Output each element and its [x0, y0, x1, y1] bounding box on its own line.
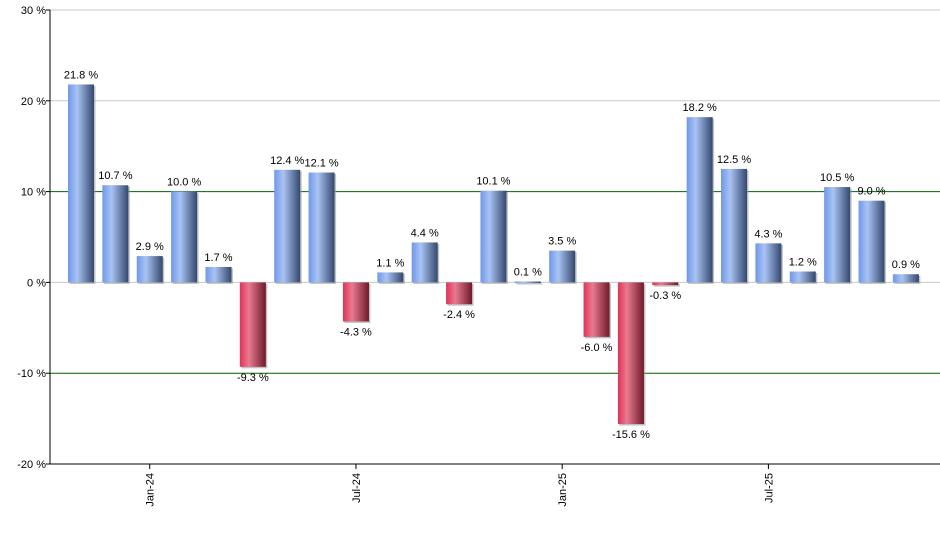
data-label: -9.3 %: [237, 372, 269, 384]
data-label: 0.9 %: [892, 259, 920, 271]
x-tick-label: Jan-25: [557, 473, 569, 507]
bar-Jun-25: [721, 168, 748, 283]
bar-Jan-24: [136, 256, 163, 283]
data-label: -15.6 %: [612, 429, 650, 441]
data-label: -6.0 %: [581, 342, 613, 354]
axes: 30 % 20 % 10 % 0 % -10 % -20 % Jan-24 Jul-24 Jan…: [17, 5, 940, 507]
data-label: 12.5 %: [717, 154, 751, 166]
y-tick-label: 10 %: [21, 187, 46, 199]
data-label: 4.3 %: [754, 228, 782, 240]
data-label: -4.3 %: [340, 326, 372, 338]
data-label: 1.7 %: [204, 252, 232, 264]
bar-shadow: [516, 282, 543, 285]
bar-Apr-24: [239, 282, 266, 367]
bar-Sep-25: [824, 187, 851, 283]
bar-shadow: [653, 283, 680, 287]
bar-Jul-25: [755, 243, 782, 283]
bar-Sep-24: [411, 242, 438, 283]
data-label: -2.4 %: [443, 309, 475, 321]
bar-May-25: [686, 117, 713, 283]
data-label: 12.4 %: [270, 155, 304, 167]
data-label: 21.8 %: [64, 69, 98, 81]
data-label: 2.9 %: [136, 241, 164, 253]
data-label: 9.0 %: [857, 186, 885, 198]
bar-Nov-23: [68, 84, 94, 283]
x-tick-label: Jul-25: [763, 473, 775, 503]
data-label: -0.3 %: [649, 290, 681, 302]
data-label: 10.7 %: [98, 170, 132, 182]
bar-Nov-24: [480, 190, 507, 283]
bar-Jan-25: [549, 250, 576, 283]
x-tick-label: Jul-24: [351, 473, 363, 503]
data-label: 1.1 %: [376, 257, 404, 269]
data-label: 10.0 %: [167, 177, 201, 189]
y-tick-label: 20 %: [21, 96, 46, 108]
data-label: 3.5 %: [548, 236, 576, 248]
data-label: 10.5 %: [820, 172, 854, 184]
data-label: 12.1 %: [304, 158, 338, 170]
bars: [68, 84, 921, 426]
y-tick-label: 0 %: [27, 277, 46, 289]
bar-Oct-24: [446, 282, 473, 305]
bar-Jun-24: [308, 172, 335, 283]
y-tick-label: 30 %: [21, 5, 46, 17]
bar-Feb-24: [171, 191, 198, 283]
bar-Aug-25: [789, 271, 816, 283]
data-label: 10.1 %: [476, 176, 510, 188]
bar-Feb-25: [583, 282, 610, 337]
y-tick-label: -10 %: [17, 368, 46, 380]
bar-Jul-24: [342, 282, 369, 322]
bar-Mar-24: [205, 266, 232, 283]
x-tick-label: Jan-24: [145, 473, 157, 507]
data-label: 4.4 %: [411, 227, 439, 239]
y-tick-label: -20 %: [17, 459, 46, 471]
bar-Mar-25: [617, 282, 644, 425]
bar-Dec-23: [102, 185, 129, 283]
bar-May-24: [274, 169, 301, 283]
bar-Dec-24: [514, 281, 541, 283]
bar-Apr-25: [652, 282, 679, 286]
bar-Oct-25: [858, 200, 885, 283]
data-labels: 21.8 % 10.7 % 2.9 % 10.0 % 1.7 % -9.3 % 12.4 %…: [64, 69, 920, 441]
data-label: 0.1 %: [514, 266, 542, 278]
data-label: 1.2 %: [789, 257, 817, 269]
bar-Nov-25: [892, 274, 919, 283]
data-label: 18.2 %: [683, 102, 717, 114]
bar-Aug-24: [377, 272, 404, 283]
